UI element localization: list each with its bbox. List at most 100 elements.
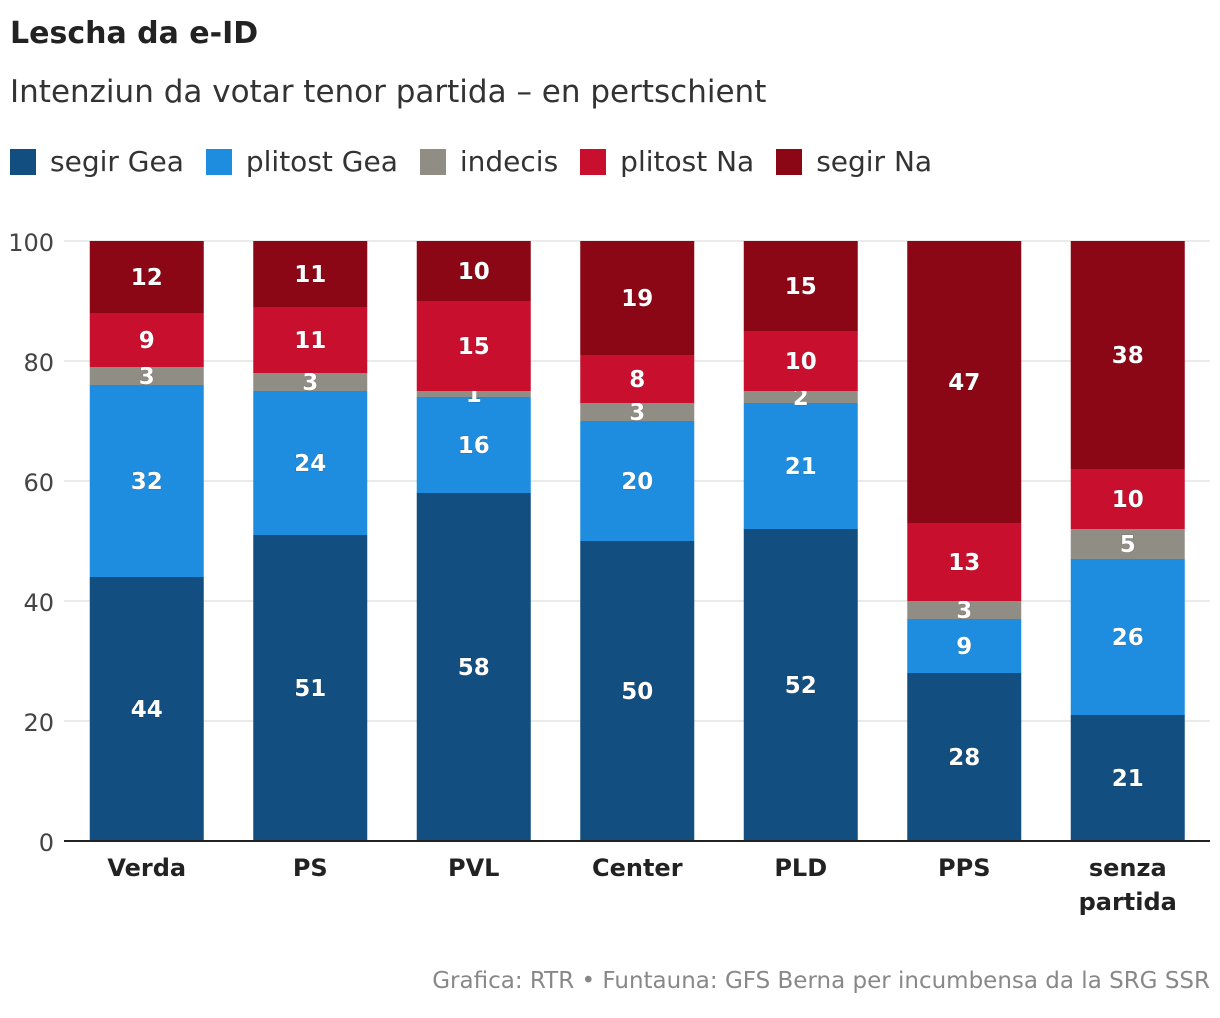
legend-label: plitost Na: [620, 145, 755, 178]
legend-label: indecis: [459, 145, 559, 178]
bar-segment: [253, 535, 368, 841]
x-tick-label: partida: [1079, 888, 1177, 916]
bar-segment: [253, 241, 368, 307]
legend-swatch: [580, 148, 607, 175]
bar-segment: [89, 367, 204, 385]
legend-item-indecis: indecis: [419, 145, 559, 178]
x-tick-label: senza: [1089, 854, 1167, 882]
legend-label: plitost Gea: [245, 145, 398, 178]
bar-segment: [253, 373, 368, 391]
legend-label: segir Gea: [50, 145, 184, 178]
data-label: 26: [1112, 625, 1144, 651]
legend-item-segir-gea: segir Gea: [10, 145, 184, 178]
y-tick-label: 80: [23, 349, 54, 377]
data-label: 38: [1112, 343, 1144, 369]
bar-segment: [1070, 715, 1185, 841]
bar-segment: [89, 577, 204, 841]
bar-segment: [416, 241, 531, 301]
chart-subtitle: Intenziun da votar tenor partida – en pe…: [10, 74, 767, 110]
bar-segment: [907, 241, 1022, 523]
data-label: 51: [294, 676, 326, 702]
data-label: 58: [458, 655, 490, 681]
x-tick-label: Verda: [107, 854, 186, 882]
data-label: 3: [629, 400, 645, 426]
data-label: 21: [1112, 766, 1144, 792]
legend-item-plitost-na: plitost Na: [580, 145, 754, 178]
data-label: 2: [793, 385, 809, 411]
data-label: 52: [785, 673, 817, 699]
bar-segment: [416, 493, 531, 841]
x-tick-label: Center: [592, 854, 683, 882]
data-label: 47: [948, 370, 980, 396]
bar-segment: [743, 241, 858, 331]
bar-segment: [580, 403, 695, 421]
bar-segment: [580, 541, 695, 841]
bar-segment: [89, 241, 204, 313]
bar-segment: [253, 307, 368, 373]
y-tick-label: 0: [39, 829, 54, 857]
legend-swatch: [419, 148, 446, 175]
bar-segment: [907, 619, 1022, 673]
data-label: 10: [1112, 487, 1144, 513]
bar-segment: [416, 391, 531, 397]
bar-segment: [1070, 469, 1185, 529]
data-label: 20: [621, 469, 653, 495]
data-label: 3: [139, 364, 155, 390]
bar-segment: [907, 523, 1022, 601]
bar-segment: [1070, 529, 1185, 559]
bar-segment: [580, 241, 695, 355]
bar-segment: [1070, 241, 1185, 469]
legend: segir Gea plitost Gea indecis plitost Na…: [10, 145, 954, 178]
bar-segment: [580, 421, 695, 541]
legend-swatch: [776, 148, 803, 175]
x-tick-label: PPS: [938, 854, 990, 882]
y-tick-label: 100: [8, 229, 54, 257]
data-label: 9: [956, 634, 972, 660]
data-label: 3: [302, 370, 318, 396]
data-label: 21: [785, 454, 817, 480]
data-label: 10: [458, 259, 490, 285]
data-label: 15: [785, 274, 817, 300]
legend-swatch: [205, 148, 232, 175]
data-label: 11: [294, 262, 326, 288]
x-tick-label: PLD: [774, 854, 827, 882]
legend-item-segir-na: segir Na: [776, 145, 932, 178]
data-label: 24: [294, 451, 326, 477]
bar-segment: [743, 403, 858, 529]
x-tick-label: PS: [293, 854, 328, 882]
data-label: 12: [131, 265, 163, 291]
data-label: 19: [621, 286, 653, 312]
data-label: 44: [131, 697, 163, 723]
data-label: 15: [458, 334, 490, 360]
y-tick-label: 20: [23, 709, 54, 737]
data-label: 28: [948, 745, 980, 771]
bar-segment: [416, 301, 531, 391]
data-label: 9: [139, 328, 155, 354]
bar-segment: [89, 313, 204, 367]
legend-item-plitost-gea: plitost Gea: [205, 145, 398, 178]
data-label: 3: [956, 598, 972, 624]
chart-title: Lescha da e-ID: [10, 16, 259, 51]
data-label: 8: [629, 367, 645, 393]
data-label: 11: [294, 328, 326, 354]
y-tick-label: 60: [23, 469, 54, 497]
data-label: 50: [621, 679, 653, 705]
bar-segment: [1070, 559, 1185, 715]
bar-segment: [907, 601, 1022, 619]
bar-segment: [580, 355, 695, 403]
bar-segment: [253, 391, 368, 535]
bar-segment: [743, 529, 858, 841]
bar-segment: [416, 397, 531, 493]
data-label: 13: [948, 550, 980, 576]
y-tick-label: 40: [23, 589, 54, 617]
bar-segment: [743, 331, 858, 391]
data-label: 10: [785, 349, 817, 375]
data-label: 16: [458, 433, 490, 459]
data-label: 32: [131, 469, 163, 495]
bar-segment: [89, 385, 204, 577]
legend-swatch: [10, 148, 36, 175]
bar-segment: [743, 391, 858, 403]
data-label: 5: [1120, 532, 1136, 558]
bar-segment: [907, 673, 1022, 841]
